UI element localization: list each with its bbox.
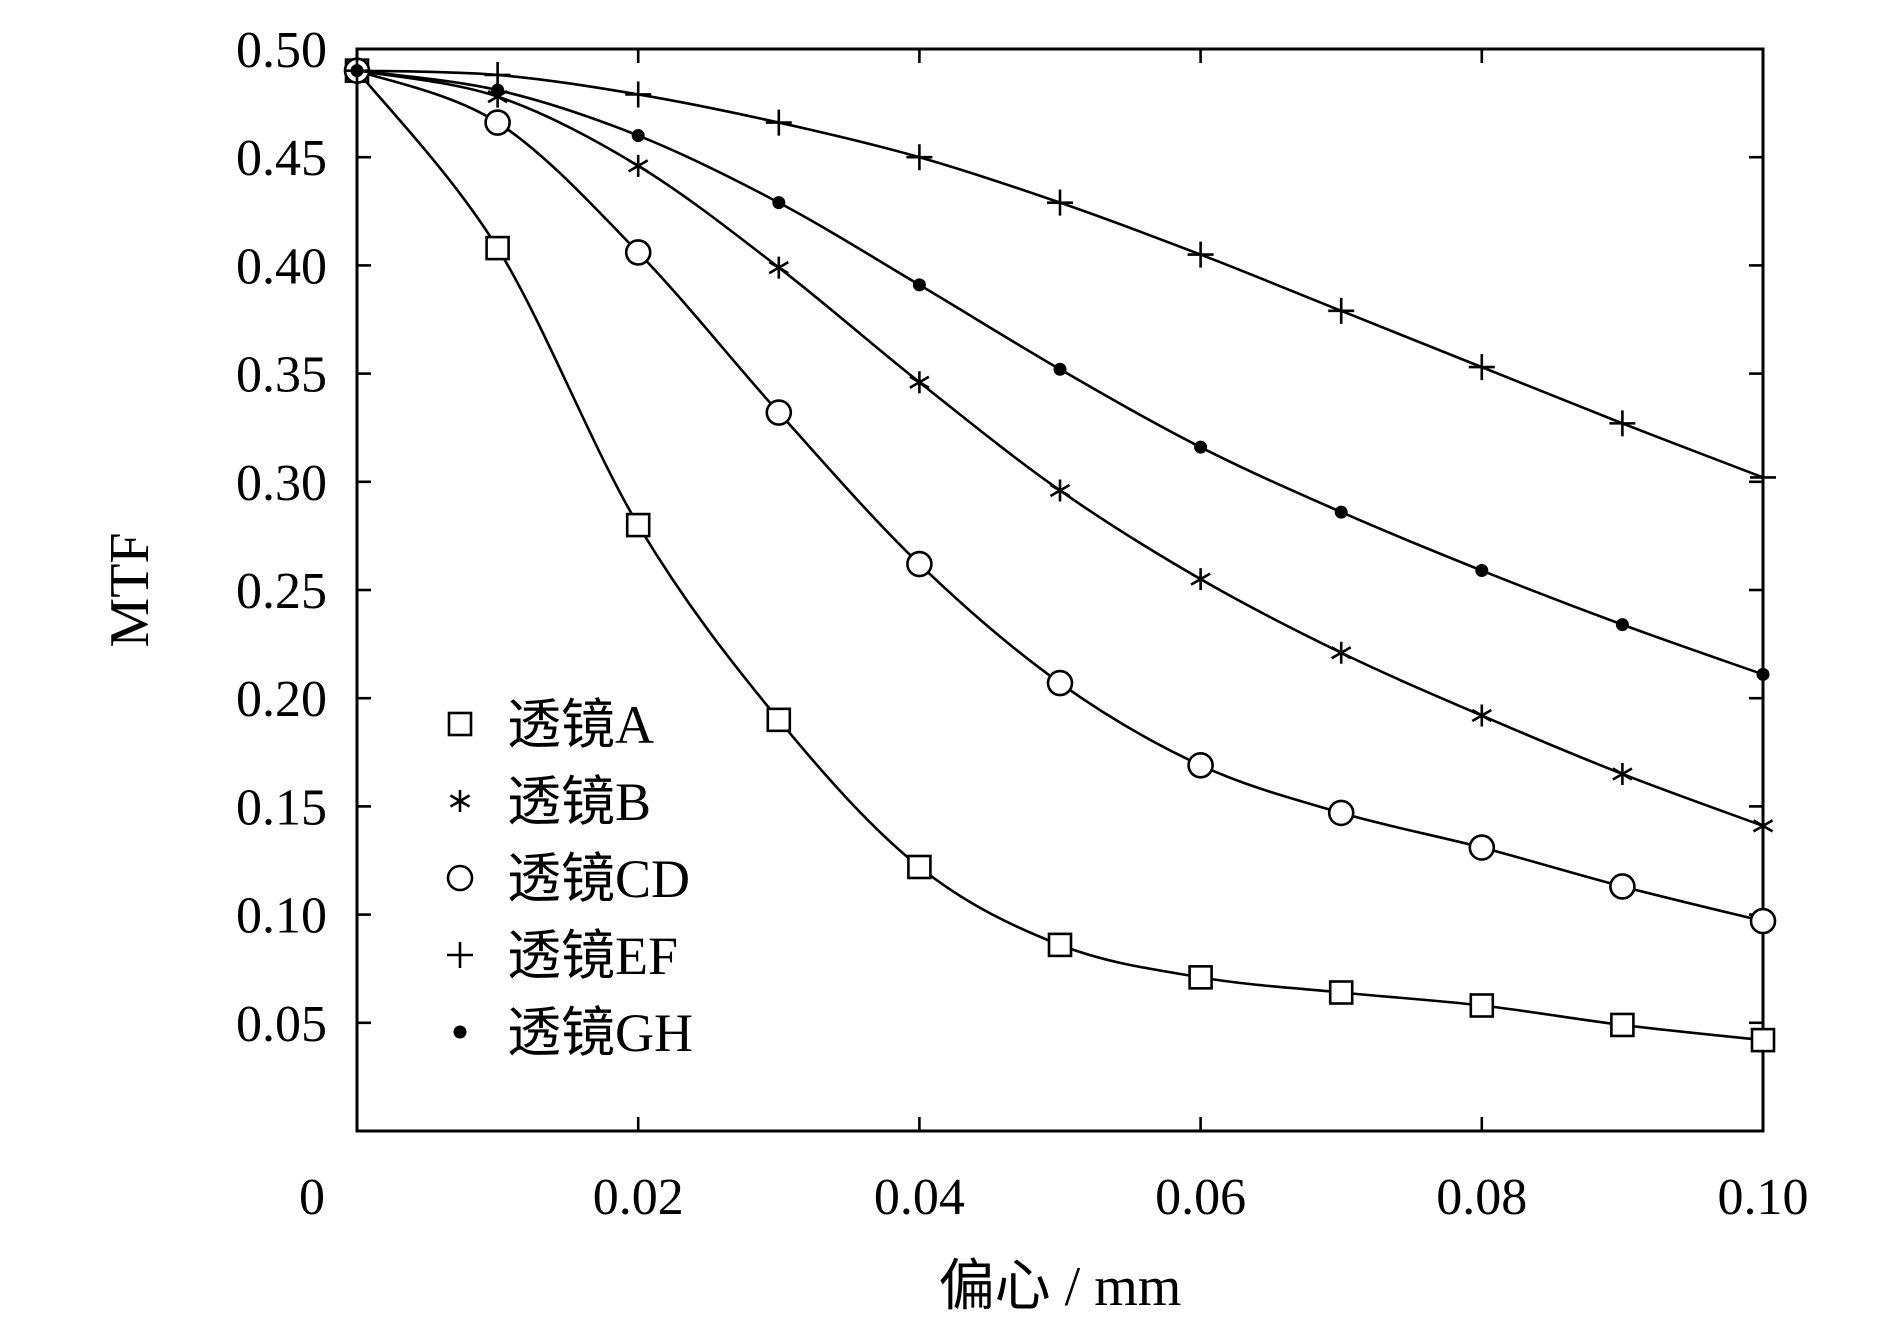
data-point: [1756, 667, 1770, 681]
y-tick-label: 0.50: [236, 22, 327, 79]
data-point: [1187, 751, 1214, 779]
x-axis-title: 偏心 / mm: [939, 1256, 1182, 1318]
series-asterisk: [346, 59, 1774, 837]
data-point: [1609, 873, 1636, 900]
data-point: [906, 550, 933, 578]
y-tick-label: 0.40: [236, 238, 327, 295]
data-point: [1047, 932, 1073, 958]
legend-marker: [453, 1025, 467, 1039]
legend-label: 透镜B: [507, 772, 651, 832]
data-point: [491, 83, 505, 97]
legend-item: 透镜B: [449, 772, 651, 832]
data-point: [485, 235, 510, 261]
x-tick-label: 0.02: [593, 1169, 684, 1226]
data-point: [1609, 410, 1636, 437]
legend-marker: [449, 790, 471, 812]
x-tick-label: 0.10: [1718, 1169, 1809, 1226]
data-point: [1190, 568, 1211, 591]
data-point: [1475, 564, 1489, 578]
legend-marker: [447, 711, 473, 737]
data-point: [1750, 464, 1776, 491]
y-tick-label: 0.15: [236, 779, 327, 836]
legend-item: 透镜A: [447, 695, 654, 755]
data-point: [765, 109, 792, 136]
data-point: [909, 371, 930, 394]
series-plus: [344, 57, 1776, 491]
y-tick-label: 0.45: [236, 130, 327, 187]
x-tick-label: 0.06: [1155, 1169, 1246, 1226]
data-point: [1468, 354, 1495, 381]
legend-marker: [447, 942, 473, 968]
data-point: [1615, 618, 1629, 632]
series-dot: [350, 64, 1770, 681]
data-point: [1187, 241, 1214, 268]
data-point: [766, 707, 792, 733]
data-point: [907, 854, 932, 880]
legend-label: 透镜CD: [507, 849, 690, 909]
x-tick-label: 0: [299, 1169, 325, 1226]
legend-label: 透镜EF: [507, 926, 678, 986]
x-tick-label: 0.08: [1436, 1169, 1527, 1226]
data-point: [1469, 993, 1495, 1018]
data-point: [1752, 814, 1774, 837]
y-tick-label: 0.05: [236, 996, 327, 1053]
data-point: [906, 144, 933, 171]
data-point: [1610, 1012, 1635, 1038]
data-point: [625, 81, 652, 108]
y-tick-label: 0.30: [236, 455, 327, 512]
data-point: [625, 512, 651, 538]
y-tick-label: 0.10: [236, 888, 327, 945]
data-point: [1047, 189, 1073, 216]
data-point: [1612, 762, 1633, 785]
data-point: [1049, 479, 1071, 502]
data-point: [1188, 965, 1213, 990]
data-point: [1468, 834, 1496, 861]
data-point: [1471, 704, 1492, 727]
data-point: [768, 256, 789, 279]
legend-item: 透镜EF: [447, 926, 678, 986]
data-point: [1194, 440, 1208, 454]
data-point: [1334, 505, 1348, 519]
data-point: [1327, 799, 1355, 827]
data-point: [628, 154, 649, 177]
data-point: [350, 64, 364, 78]
data-point: [1328, 297, 1355, 324]
y-tick-label: 0.25: [236, 563, 327, 620]
series-circle: [343, 57, 1777, 935]
legend-item: 透镜GH: [453, 1003, 693, 1063]
data-point: [631, 129, 645, 143]
legend-label: 透镜A: [507, 695, 654, 755]
data-point: [772, 196, 786, 210]
data-point: [484, 109, 511, 136]
series-line: [356, 69, 1764, 923]
y-tick-label: 0.20: [236, 671, 327, 728]
series-line: [356, 69, 1764, 479]
legend-label: 透镜GH: [507, 1003, 693, 1063]
data-point: [1053, 362, 1067, 376]
data-point: [624, 239, 652, 266]
data-point: [912, 278, 926, 292]
data-point: [1046, 669, 1074, 697]
data-point: [765, 399, 793, 426]
data-point: [1328, 980, 1354, 1005]
data-point: [1749, 907, 1777, 935]
legend-item: 透镜CD: [446, 849, 690, 909]
legend-marker: [446, 864, 474, 892]
x-tick-label: 0.04: [874, 1169, 965, 1226]
y-tick-label: 0.35: [236, 347, 327, 404]
data-point: [1750, 1027, 1776, 1053]
y-axis-title: MTF: [99, 532, 161, 647]
data-point: [1331, 641, 1352, 664]
